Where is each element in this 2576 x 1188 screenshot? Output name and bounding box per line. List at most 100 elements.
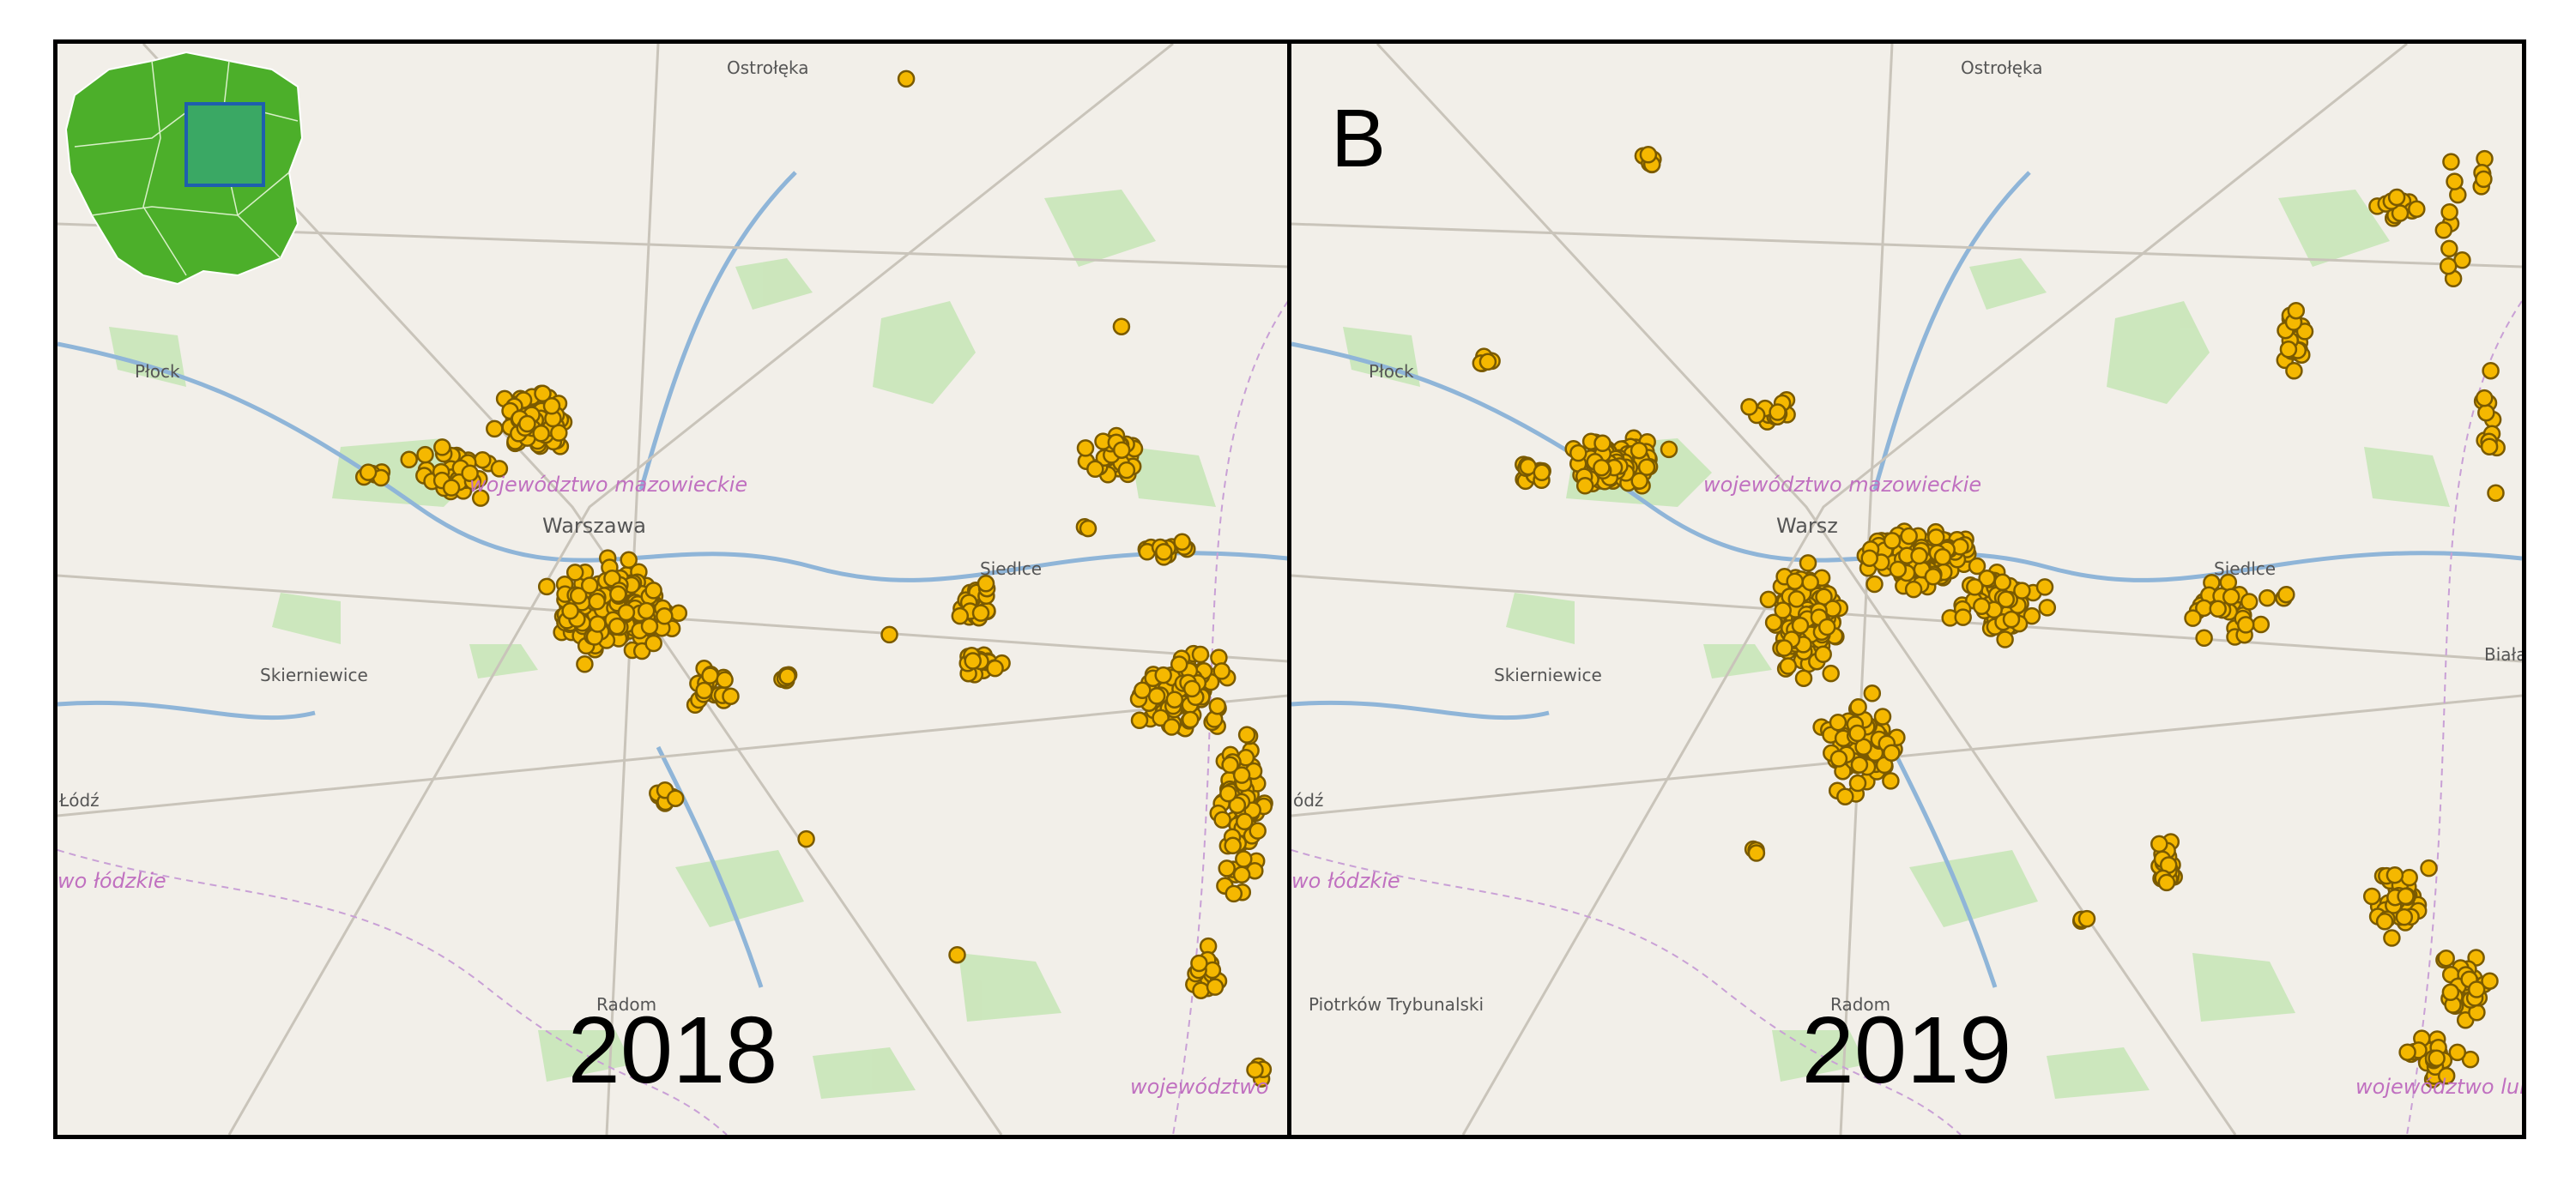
occurrence-point xyxy=(518,414,536,433)
occurrence-point xyxy=(2442,153,2460,171)
occurrence-point xyxy=(1155,543,1173,561)
occurrence-point xyxy=(1882,772,1900,790)
map-panel-a: A Ostrołęka Płock Warszawa Siedlce Skier… xyxy=(53,39,1292,1139)
occurrence-point xyxy=(2397,887,2415,906)
place-label: Ostrołęka xyxy=(727,57,809,78)
place-label: Radom xyxy=(596,994,657,1015)
occurrence-point xyxy=(1848,774,1867,793)
occurrence-point xyxy=(1769,403,1787,421)
occurrence-point xyxy=(1973,597,1991,616)
occurrence-point xyxy=(1873,708,1892,726)
occurrence-point xyxy=(2375,913,2394,931)
occurrence-point xyxy=(2387,188,2406,207)
occurrence-point xyxy=(2487,484,2505,502)
occurrence-point xyxy=(797,829,815,848)
occurrence-point xyxy=(1163,718,1181,736)
occurrence-point xyxy=(1569,443,1587,462)
occurrence-point xyxy=(2077,909,2096,928)
occurrence-point xyxy=(617,603,636,622)
occurrence-point xyxy=(1764,613,1783,631)
occurrence-point xyxy=(1221,756,1239,775)
place-label: Skierniewice xyxy=(260,665,368,685)
occurrence-point xyxy=(1208,697,1227,715)
occurrence-point xyxy=(1904,580,1923,599)
place-label: ódź xyxy=(1293,790,1324,811)
occurrence-point xyxy=(620,551,638,570)
occurrence-point xyxy=(1134,681,1152,700)
forest-patches xyxy=(109,190,1216,1099)
occurrence-point xyxy=(1232,865,1251,884)
occurrence-point xyxy=(986,659,1004,678)
occurrence-point xyxy=(2481,972,2499,990)
occurrence-point xyxy=(1117,461,1136,479)
occurrence-point xyxy=(722,687,740,705)
occurrence-point xyxy=(2209,600,2227,618)
occurrence-point xyxy=(1639,146,1658,164)
region-label: wo łódzkie xyxy=(1291,869,1400,893)
occurrence-point xyxy=(1799,554,1817,572)
occurrence-point xyxy=(644,634,662,653)
occurrence-point xyxy=(359,463,378,481)
panel-letter: B xyxy=(1331,93,1387,184)
occurrence-point xyxy=(951,606,970,625)
occurrence-point xyxy=(2461,1050,2480,1069)
place-label: Warszawa xyxy=(542,514,646,538)
region-label: województwo xyxy=(1130,1075,1269,1099)
occurrence-point xyxy=(2400,868,2418,887)
occurrence-point xyxy=(778,667,796,685)
study-area-highlight xyxy=(184,102,265,187)
occurrence-point xyxy=(2236,616,2255,634)
occurrence-point xyxy=(1630,472,1648,490)
occurrence-point xyxy=(1900,527,1918,546)
occurrence-point xyxy=(2475,170,2493,189)
occurrence-point xyxy=(2184,609,2202,627)
occurrence-point xyxy=(948,945,966,964)
occurrence-point xyxy=(1775,639,1793,657)
occurrence-point xyxy=(1863,684,1882,703)
occurrence-point xyxy=(588,593,606,611)
occurrence-point xyxy=(2475,389,2494,407)
occurrence-point xyxy=(1814,645,1832,664)
occurrence-point xyxy=(2277,585,2295,604)
occurrence-point xyxy=(2279,341,2298,359)
occurrence-point xyxy=(1182,679,1201,698)
occurrence-point xyxy=(1630,441,1648,460)
occurrence-point xyxy=(1966,578,1984,596)
occurrence-point xyxy=(1910,546,1928,565)
occurrence-point xyxy=(2448,1043,2467,1062)
occurrence-point xyxy=(2441,983,2460,1002)
occurrence-point xyxy=(1232,766,1251,784)
poland-outline xyxy=(64,51,304,286)
region-label: województwo lub xyxy=(2355,1075,2526,1099)
occurrence-point xyxy=(1779,657,1798,675)
occurrence-point xyxy=(1850,756,1869,774)
occurrence-point xyxy=(2437,1067,2456,1085)
occurrence-point xyxy=(2446,172,2464,190)
occurrence-point xyxy=(1933,548,1952,566)
occurrence-point xyxy=(1997,590,2016,609)
occurrence-point xyxy=(2482,361,2500,380)
occurrence-point xyxy=(1191,645,1210,664)
occurrence-point xyxy=(1759,590,1778,609)
occurrence-point xyxy=(2386,865,2404,884)
occurrence-point xyxy=(416,445,434,464)
occurrence-point xyxy=(1237,726,1256,744)
occurrence-point xyxy=(1993,573,2011,592)
occurrence-point xyxy=(964,652,982,670)
occurrence-point xyxy=(2222,588,2240,606)
occurrence-point xyxy=(2440,239,2458,258)
place-label: Siedlce xyxy=(2214,558,2277,579)
occurrence-point xyxy=(532,425,550,443)
occurrence-point xyxy=(1218,859,1236,877)
occurrence-point xyxy=(2383,929,2401,947)
occurrence-point xyxy=(608,617,626,636)
occurrence-point xyxy=(2362,887,2381,906)
occurrence-point xyxy=(1533,463,1551,482)
occurrence-point xyxy=(1968,557,1986,576)
occurrence-point xyxy=(1165,690,1184,709)
occurrence-point xyxy=(1954,608,1972,626)
occurrence-point xyxy=(2408,200,2426,218)
occurrence-point xyxy=(666,789,685,807)
map-panel-b: B Ostrołęka Płock Warsz Siedlce Skiernie… xyxy=(1287,39,2526,1139)
occurrence-point xyxy=(474,450,492,469)
